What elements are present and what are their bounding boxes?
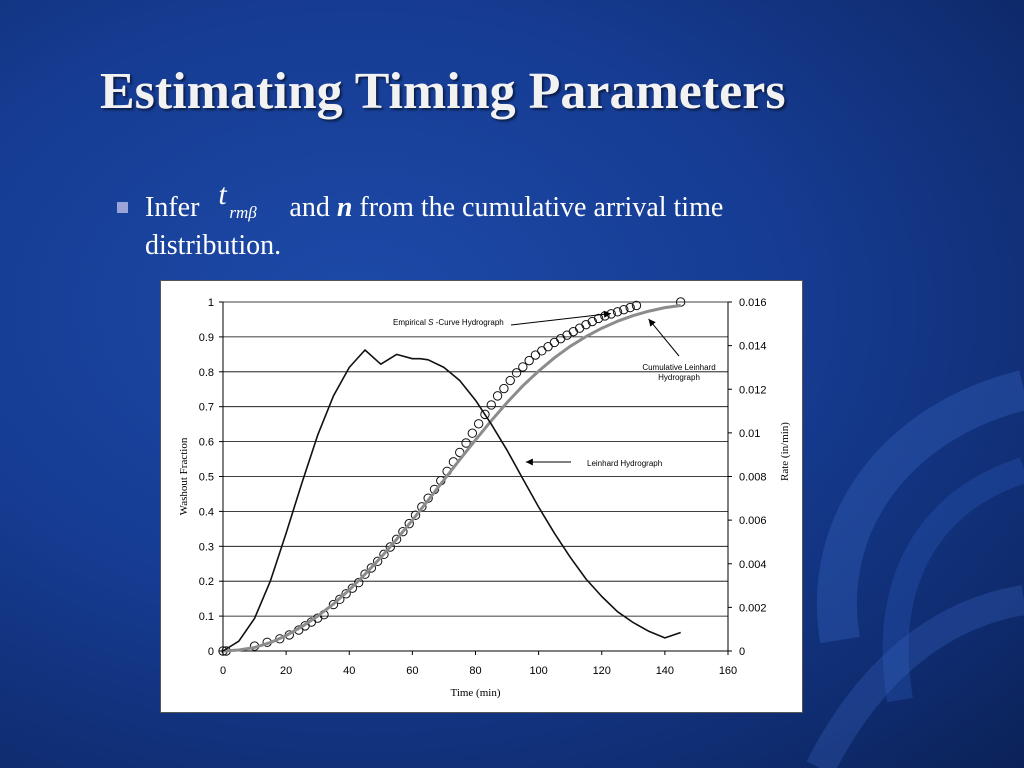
empirical-data-point bbox=[360, 569, 370, 579]
y-tick-label: 0.6 bbox=[199, 437, 214, 449]
empirical-data-point bbox=[587, 316, 597, 327]
annotation-arrow-empirical bbox=[510, 312, 611, 326]
empirical-data-point bbox=[410, 510, 421, 520]
empirical-data-point bbox=[473, 419, 484, 429]
empirical-data-point bbox=[568, 326, 579, 337]
x-tick-label: 0 bbox=[220, 665, 226, 677]
y-tick-label: 0.3 bbox=[199, 541, 214, 553]
annotation-arrow-cumulative bbox=[648, 318, 680, 357]
y2-tick-label: 0.008 bbox=[739, 472, 767, 484]
chart-panel: 0 0.1 0.2 0.3 0.4 0.5 0.6 0.7 0.8 0.9 1 0 0.002 0.004… bbox=[160, 280, 803, 713]
empirical-data-point bbox=[562, 330, 572, 340]
x-axis-title: Time (min) bbox=[450, 687, 500, 699]
annotation-leinhard-hydrograph: Leinhard Hydrograph bbox=[587, 459, 662, 468]
x-tick-label: 40 bbox=[343, 665, 355, 677]
empirical-data-point bbox=[366, 563, 377, 573]
empirical-data-point bbox=[379, 549, 389, 560]
y2-tick-label: 0.012 bbox=[739, 384, 767, 396]
annotation-cumulative-leinhard-line1: Cumulative Leinhard bbox=[642, 363, 715, 372]
arrowhead-leinhard bbox=[525, 458, 533, 466]
y2-tick-label: 0.002 bbox=[739, 602, 767, 614]
y2-tick-label: 0.006 bbox=[739, 515, 767, 527]
y-tick-label: 0.2 bbox=[199, 576, 214, 588]
empirical-data-point bbox=[518, 362, 528, 372]
hydrograph-chart: 0 0.1 0.2 0.3 0.4 0.5 0.6 0.7 0.8 0.9 1 0 0.002 0.004… bbox=[178, 297, 791, 699]
annotation-empirical-s-curve: Empirical S -Curve Hydrograph bbox=[393, 318, 504, 327]
leinhard-hydrograph-line bbox=[222, 349, 681, 652]
empirical-data-point bbox=[385, 542, 395, 552]
empirical-data-point bbox=[511, 368, 522, 378]
slide-title: Estimating Timing Parameters bbox=[100, 63, 786, 120]
empirical-data-point bbox=[492, 391, 503, 401]
math-subscript: rmβ bbox=[229, 203, 257, 222]
empirical-data-point bbox=[612, 307, 623, 317]
empirical-data-point bbox=[574, 323, 585, 333]
empirical-data-point bbox=[625, 302, 635, 313]
empirical-data-point bbox=[537, 346, 547, 356]
bullet-pre-text: Infer bbox=[145, 192, 207, 223]
y2-axis-title: Rate (in/min) bbox=[779, 422, 791, 481]
math-t-rm-beta: t rmβ bbox=[206, 178, 282, 222]
y2-tick-label: 0.016 bbox=[739, 297, 767, 309]
empirical-data-point bbox=[593, 313, 604, 324]
empirical-data-point bbox=[486, 400, 496, 410]
empirical-data-point bbox=[328, 599, 339, 610]
empirical-data-point bbox=[556, 333, 566, 344]
empirical-data-point bbox=[461, 438, 471, 448]
bullet-and-text: and bbox=[282, 192, 337, 223]
empirical-data-point bbox=[631, 300, 642, 311]
empirical-data-point bbox=[372, 556, 383, 567]
y2-tick-label: 0 bbox=[739, 646, 745, 658]
y-tick-label: 1 bbox=[208, 297, 214, 309]
bullet-text: Infer t rmβ and n from the cumulative arr… bbox=[145, 178, 835, 265]
empirical-data-point bbox=[530, 350, 541, 360]
empirical-data-point bbox=[581, 319, 591, 330]
y-tick-label: 0.1 bbox=[199, 611, 214, 623]
y-tick-label: 0.5 bbox=[199, 472, 214, 484]
y2-tick-label: 0.01 bbox=[739, 428, 760, 440]
empirical-data-point bbox=[499, 383, 509, 394]
y-tick-label: 0.7 bbox=[199, 402, 214, 414]
empirical-data-point bbox=[524, 355, 534, 366]
bullet-post-text: from the cumulative arrival time distrib… bbox=[145, 192, 724, 261]
n-symbol: n bbox=[336, 192, 353, 223]
empirical-data-point bbox=[347, 583, 358, 593]
empirical-data-point bbox=[619, 304, 629, 315]
empirical-data-point bbox=[398, 526, 408, 537]
arrowhead-cumulative bbox=[648, 318, 656, 327]
x-tick-label: 160 bbox=[719, 665, 737, 677]
x-tick-label: 20 bbox=[280, 665, 292, 677]
empirical-data-point bbox=[404, 518, 414, 529]
empirical-data-point bbox=[505, 375, 515, 386]
x-tick-label: 140 bbox=[656, 665, 674, 677]
empirical-data-point bbox=[480, 409, 490, 420]
math-t-symbol: t bbox=[218, 178, 227, 211]
y2-tick-label: 0.004 bbox=[739, 559, 767, 571]
empirical-data-point bbox=[549, 337, 560, 348]
x-tick-label: 80 bbox=[469, 665, 481, 677]
y-tick-label: 0 bbox=[208, 646, 214, 658]
y2-tick-label: 0.014 bbox=[739, 341, 767, 353]
x-tick-label: 100 bbox=[529, 665, 547, 677]
x-tick-label: 60 bbox=[406, 665, 418, 677]
empirical-data-point bbox=[341, 589, 351, 599]
y-tick-label: 0.9 bbox=[199, 332, 214, 344]
arrowhead-empirical bbox=[603, 310, 611, 318]
y-axis-title: Washout Fraction bbox=[178, 437, 190, 515]
empirical-data-point bbox=[391, 534, 402, 545]
empirical-data-point bbox=[543, 341, 553, 352]
empirical-data-point bbox=[335, 594, 345, 605]
y-tick-label: 0.4 bbox=[199, 506, 214, 518]
empirical-data-point bbox=[417, 502, 427, 512]
bullet-square-icon bbox=[117, 202, 128, 213]
empirical-data-point bbox=[467, 428, 478, 438]
x-tick-label: 120 bbox=[593, 665, 611, 677]
annotation-cumulative-leinhard-line2: Hydrograph bbox=[658, 373, 700, 382]
y-tick-label: 0.8 bbox=[199, 367, 214, 379]
cumulative-leinhard-line bbox=[222, 304, 681, 653]
